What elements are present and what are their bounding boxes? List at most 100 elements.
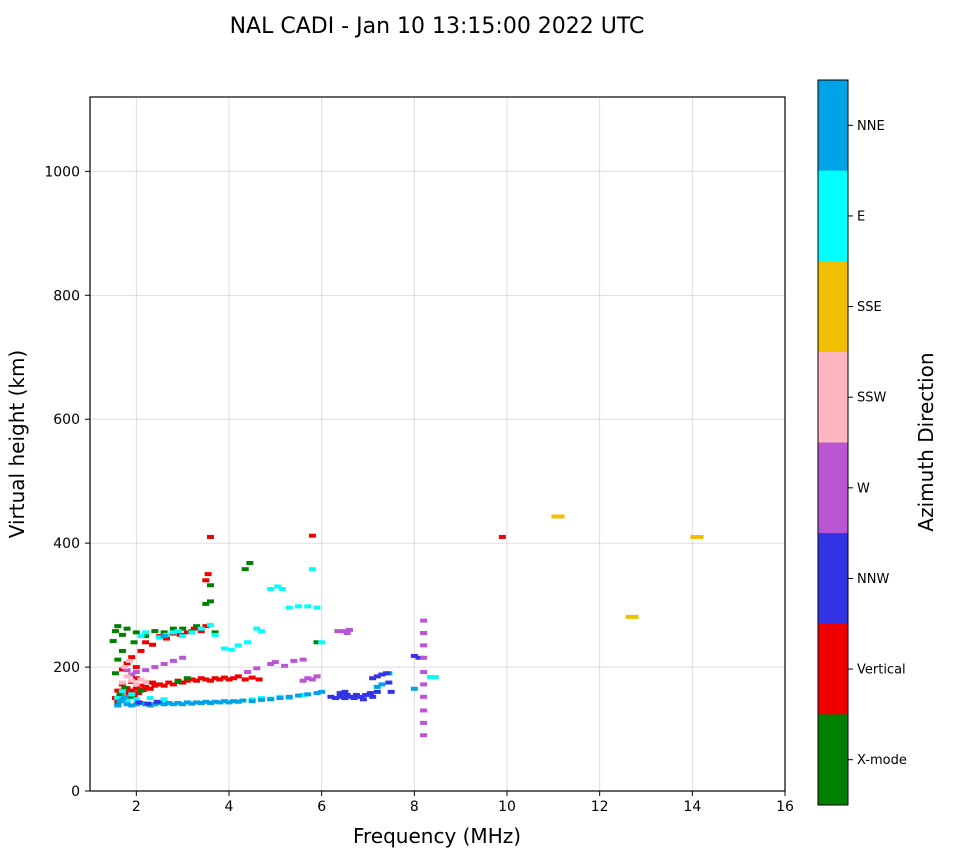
scatter-point-nnw xyxy=(350,696,358,701)
scatter-point-nne xyxy=(197,701,205,706)
scatter-point-vertical xyxy=(132,686,140,691)
scatter-point-w xyxy=(128,672,136,677)
y-tick-label: 1000 xyxy=(44,164,80,180)
scatter-point-vertical xyxy=(151,683,159,688)
axes: 2 4 6 8 10 12 14 16 0 200 400 600 800 1000 xyxy=(44,96,794,815)
scatter-point-sse xyxy=(625,614,639,619)
scatter-point-e xyxy=(156,635,163,640)
scatter-point-e xyxy=(318,640,326,645)
scatter-point-w xyxy=(308,677,316,682)
scatter-point-nnw xyxy=(378,672,386,677)
scatter-point-e xyxy=(304,604,312,609)
scatter-point-vertical xyxy=(183,630,191,635)
scatter-point-nne xyxy=(313,691,321,696)
scatter-point-ssw xyxy=(142,679,150,684)
scatter-point-vertical xyxy=(183,678,191,683)
scatter-point-nnw xyxy=(336,691,344,696)
colorbar-segment-label: SSW xyxy=(857,391,887,406)
scatter-point-nnw xyxy=(383,671,391,676)
scatter-point-w xyxy=(420,630,428,635)
scatter-point-nnw xyxy=(369,676,377,681)
scatter-point-nne xyxy=(160,702,168,707)
scatter-point-vertical xyxy=(135,691,143,696)
y-axis-label: Virtual height (km) xyxy=(5,350,29,539)
scatter-point-nne xyxy=(160,634,168,639)
scatter-point-w xyxy=(132,670,140,675)
scatter-point-nnw xyxy=(153,699,161,704)
colorbar-border xyxy=(817,79,849,806)
scatter-point-nne xyxy=(118,697,126,702)
scatter-point-nne xyxy=(165,701,173,706)
x-tick-label: 14 xyxy=(683,799,701,815)
scatter-point-nne xyxy=(211,699,219,704)
scatter-point-nnw xyxy=(366,691,374,696)
scatter-point-w xyxy=(271,660,279,665)
scatter-point-nnw xyxy=(352,692,360,697)
scatter-point-x-mode xyxy=(116,692,124,697)
scatter-point-e xyxy=(220,646,228,651)
scatter-point-w xyxy=(160,661,168,666)
scatter-point-e xyxy=(132,697,140,702)
scatter-point-x-mode xyxy=(109,639,117,644)
x-tick-label: 2 xyxy=(132,799,141,815)
scatter-point-e xyxy=(211,632,219,637)
scatter-point-nne xyxy=(216,700,224,705)
scatter-point-x-mode xyxy=(118,648,126,653)
scatter-point-w xyxy=(304,676,312,681)
scatter-point-w xyxy=(420,655,428,660)
scatter-point-vertical xyxy=(216,677,224,682)
x-tick-label: 6 xyxy=(317,799,326,815)
scatter-point-e xyxy=(160,697,168,702)
scatter-point-nne xyxy=(121,694,129,699)
scatter-point-x-mode xyxy=(137,688,145,693)
scatter-point-e xyxy=(174,629,182,634)
colorbar-segment-vertical xyxy=(818,623,848,715)
scatter-point-x-mode xyxy=(160,630,168,635)
scatter-point-ssw xyxy=(137,677,145,682)
scatter-point-vertical xyxy=(248,675,256,680)
scatter-point-vertical xyxy=(160,683,168,688)
scatter-point-nne xyxy=(234,699,242,704)
y-tick-label: 600 xyxy=(53,412,80,428)
scatter-point-w xyxy=(334,629,342,634)
scatter-point-x-mode xyxy=(121,686,129,691)
scatter-point-nne xyxy=(285,694,293,699)
scatter-point-w xyxy=(253,666,261,671)
scatter-point-nne xyxy=(202,699,210,704)
scatter-point-vertical xyxy=(193,678,201,683)
scatter-point-vertical xyxy=(132,665,140,670)
scatter-point-x-mode xyxy=(206,599,214,604)
scatter-point-e xyxy=(137,634,145,639)
colorbar-axis-label: Azimuth Direction xyxy=(914,352,938,531)
scatter-point-nnw xyxy=(387,689,395,694)
scatter-point-nne xyxy=(239,698,247,703)
scatter-point-nne xyxy=(276,696,284,701)
scatter-point-vertical xyxy=(137,683,145,688)
y-tick-label: 0 xyxy=(71,784,80,800)
scatter-point-x-mode xyxy=(118,632,126,637)
scatter-point-nne xyxy=(123,702,131,707)
scatter-point-x-mode xyxy=(132,630,140,635)
x-tick-label: 10 xyxy=(498,799,516,815)
scatter-point-vertical xyxy=(190,626,198,631)
scatter-point-nnw xyxy=(410,653,418,658)
scatter-point-nnw xyxy=(345,694,353,699)
scatter-point-nne xyxy=(174,701,182,706)
colorbar-segment-ssw xyxy=(818,351,848,443)
scatter-point-vertical xyxy=(128,655,136,660)
scatter-point-w xyxy=(290,658,298,663)
colorbar-segment-label: X-mode xyxy=(857,753,907,768)
scatter-point-w xyxy=(420,694,428,699)
y-tick-label: 200 xyxy=(53,660,80,676)
colorbar-segment-e xyxy=(818,170,848,262)
scatter-point-w xyxy=(345,627,353,632)
scatter-point-vertical xyxy=(165,680,173,685)
scatter-point-vertical xyxy=(128,688,136,693)
scatter-point-nne xyxy=(206,701,214,706)
scatter-point-vertical xyxy=(220,675,228,680)
colorbar-segment-label: E xyxy=(857,209,865,224)
scatter-point-x-mode xyxy=(123,626,131,631)
scatter-point-x-mode xyxy=(179,626,187,631)
scatter-point-e xyxy=(244,640,252,645)
